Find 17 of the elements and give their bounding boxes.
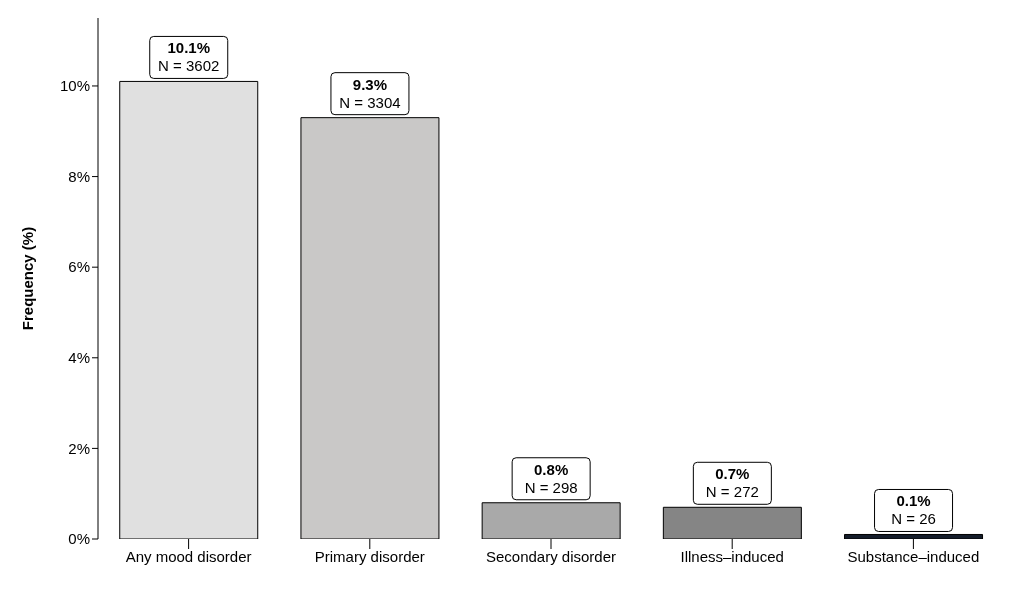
x-tick-label: Substance–induced (847, 547, 980, 565)
y-tick-label: 4% (68, 349, 90, 367)
x-tick-label: Illness–induced (680, 547, 784, 565)
y-tick-label: 10% (59, 77, 90, 95)
y-tick-label: 0% (68, 530, 90, 548)
data-label: 10.1% N = 3602 (158, 39, 220, 75)
x-tick-label: Primary disorder (314, 547, 425, 565)
x-tick-label: Any mood disorder (125, 547, 252, 565)
y-tick-label: 8% (68, 167, 90, 185)
data-label: 0.8% N = 298 (524, 460, 578, 496)
y-tick-label: 2% (68, 439, 90, 457)
y-axis-title: Frequency (%) (19, 226, 37, 331)
x-tick-label: Secondary disorder (485, 547, 617, 565)
data-label: 0.7% N = 272 (705, 465, 759, 501)
data-label: 0.1% N = 26 (891, 492, 936, 528)
y-tick-label: 6% (68, 258, 90, 276)
data-label: 9.3% N = 3304 (339, 75, 401, 111)
